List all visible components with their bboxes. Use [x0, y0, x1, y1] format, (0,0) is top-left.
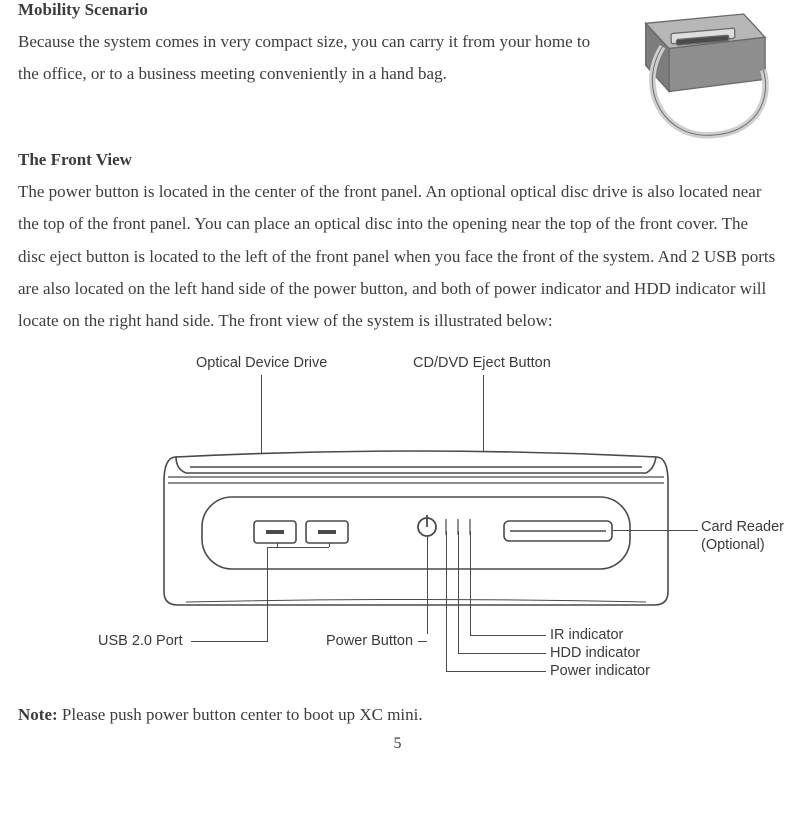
- note-bold: Note:: [18, 705, 58, 724]
- label-optical-device-drive: Optical Device Drive: [196, 355, 327, 371]
- mobility-scenario-title: Mobility Scenario: [18, 0, 601, 20]
- label-ir-indicator: IR indicator: [550, 627, 623, 643]
- note-line: Note: Please push power button center to…: [18, 705, 777, 725]
- label-card-reader-line2: (Optional): [701, 537, 765, 553]
- page-number: 5: [18, 735, 777, 753]
- label-eject-button: CD/DVD Eject Button: [413, 355, 551, 371]
- mobility-scenario-text: Because the system comes in very compact…: [18, 26, 601, 91]
- handbag-illustration: [617, 0, 777, 140]
- note-text: Please push power button center to boot …: [58, 705, 423, 724]
- front-view-title: The Front View: [18, 150, 777, 170]
- device-front-view-drawing: [146, 437, 686, 617]
- label-power-indicator: Power indicator: [550, 663, 650, 679]
- label-card-reader-line1: Card Reader: [701, 519, 784, 535]
- label-power-button: Power Button: [326, 633, 413, 649]
- front-view-text: The power button is located in the cente…: [18, 176, 777, 337]
- label-hdd-indicator: HDD indicator: [550, 645, 640, 661]
- label-usb-port: USB 2.0 Port: [98, 633, 183, 649]
- front-view-diagram: Optical Device Drive CD/DVD Eject Button: [18, 347, 778, 697]
